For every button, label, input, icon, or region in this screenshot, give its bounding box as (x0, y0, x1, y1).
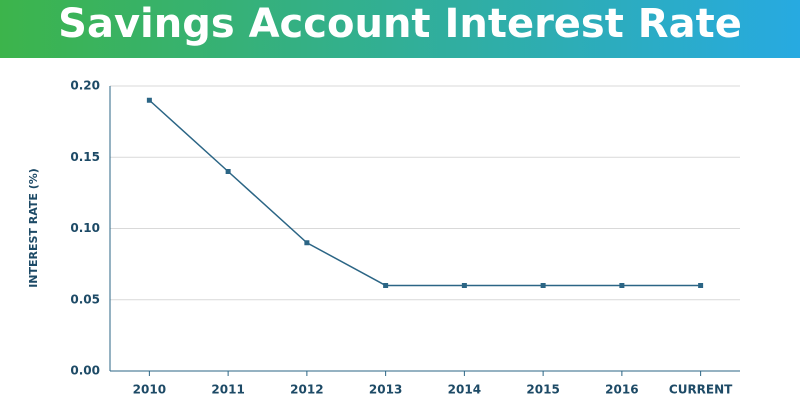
y-tick-label: 0.00 (70, 364, 100, 378)
data-point (698, 283, 704, 288)
x-tick-label: 2015 (526, 383, 559, 397)
y-tick-label: 0.20 (70, 79, 100, 93)
y-tick-label: 0.05 (70, 292, 100, 306)
data-point (540, 283, 546, 288)
y-axis-label: INTEREST RATE (%) (27, 168, 40, 288)
x-tick-label: 2010 (133, 383, 166, 397)
data-point (383, 283, 389, 288)
data-point (304, 240, 310, 246)
x-tick-label: CURRENT (669, 383, 733, 397)
y-tick-label: 0.10 (70, 221, 100, 235)
title-banner (0, 0, 800, 58)
data-point (146, 97, 152, 103)
data-point (225, 169, 231, 174)
data-line (148, 99, 701, 287)
data-point (461, 283, 467, 288)
y-tick-label: 0.15 (70, 150, 100, 164)
x-tick-label: 2013 (369, 383, 402, 397)
x-tick-label: 2012 (290, 383, 323, 397)
data-point (619, 283, 625, 288)
x-tick-label: 2016 (605, 383, 638, 397)
x-tick-label: 2011 (211, 383, 244, 397)
x-tick-label: 2014 (448, 383, 481, 397)
chart-title: Savings Account Interest Rate (58, 1, 742, 47)
